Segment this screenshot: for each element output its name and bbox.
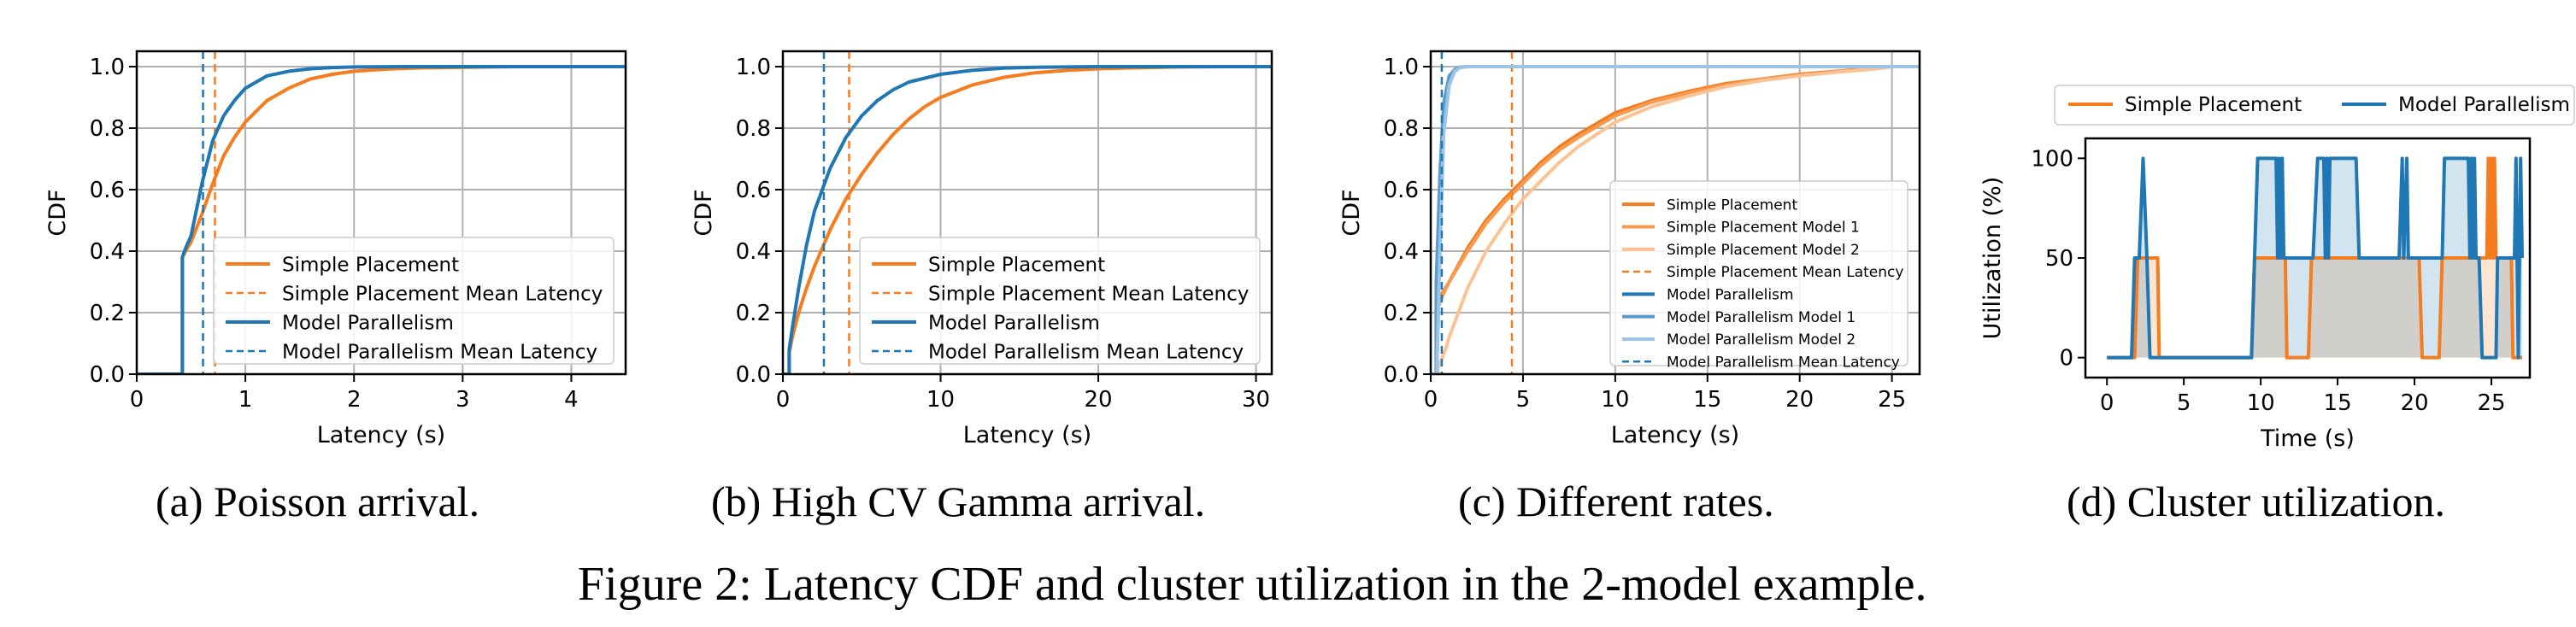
series-model-parallelism (783, 65, 1272, 374)
xtick-label-5: 25 (1878, 387, 1906, 413)
legend-frame (2054, 85, 2575, 126)
legend-label-model-parallelism-mean-latency: Model Parallelism Mean Latency (1667, 354, 1900, 371)
legend-label-model-parallelism-model-1: Model Parallelism Model 1 (1667, 309, 1856, 326)
ytick-label-3: 0.6 (1384, 178, 1419, 203)
subplot-caption-d: (d) Cluster utilization. (2067, 478, 2445, 525)
ytick-label-1: 0.2 (90, 301, 125, 326)
xtick-label-2: 2 (347, 387, 362, 413)
legend-label-model-parallelism: Model Parallelism (282, 312, 454, 334)
plot-area-c (1431, 51, 1920, 374)
xtick-label-1: 10 (926, 387, 955, 413)
y-axis-label-a: CDF (44, 189, 71, 236)
ytick-label-0: 0.0 (90, 362, 125, 388)
legend-label-simple-placement-model-1: Simple Placement Model 1 (1667, 220, 1860, 237)
legend-frame (1609, 180, 1908, 366)
xtick-label-2: 10 (2247, 390, 2275, 416)
legend-frame (213, 237, 615, 365)
ytick-label-2: 100 (2031, 146, 2073, 172)
figure-caption: Figure 2: Latency CDF and cluster utiliz… (578, 558, 1927, 611)
ytick-label-3: 0.6 (736, 178, 771, 203)
ytick-label-4: 0.8 (90, 116, 125, 142)
legend-label-simple-placement: Simple Placement (1667, 196, 1797, 214)
xtick-label-3: 30 (1242, 387, 1270, 413)
legend-label-simple-placement: Simple Placement (2125, 94, 2302, 116)
subplot-c: 0 5 10 15 20 25 0.0 0.2 0.4 0.6 0.8 1.0 Latency (s) C… (1338, 50, 1921, 448)
legend-label-simple-placement-mean-latency: Simple Placement Mean Latency (928, 283, 1249, 305)
subplot-caption-c: (c) Different rates. (1458, 478, 1774, 525)
series-simple-placement (783, 65, 1272, 374)
series-simple-placement-model-2 (1431, 65, 1920, 374)
subplot-caption-b: (b) High CV Gamma arrival. (711, 478, 1206, 525)
ytick-label-5: 1.0 (90, 55, 125, 80)
x-axis-label-b: Latency (s) (963, 422, 1091, 448)
xtick-label-3: 3 (456, 387, 470, 413)
xtick-label-5: 25 (2477, 390, 2505, 416)
legend-label-model-parallelism: Model Parallelism (928, 312, 1100, 334)
y-axis-label-c: CDF (1338, 189, 1365, 236)
xtick-label-0: 0 (1424, 387, 1438, 413)
x-axis-label-c: Latency (s) (1611, 422, 1739, 448)
subplot-caption-a: (a) Poisson arrival. (156, 478, 480, 525)
legend-label-simple-placement-mean-latency: Simple Placement Mean Latency (282, 283, 603, 305)
ytick-label-1: 0.2 (1384, 301, 1419, 326)
axes-frame-a (135, 50, 627, 376)
legend-a: Simple Placement Simple Placement Mean La… (213, 237, 615, 365)
plot-area-b (783, 51, 1272, 374)
ytick-label-2: 0.4 (736, 239, 771, 265)
x-axis-label-a: Latency (s) (317, 422, 445, 448)
ytick-label-5: 1.0 (736, 55, 771, 80)
xtick-label-1: 1 (238, 387, 253, 413)
legend-label-simple-placement: Simple Placement (282, 254, 459, 276)
legend-b: Simple Placement Simple Placement Mean La… (859, 237, 1261, 365)
ytick-label-0: 0.0 (736, 362, 771, 388)
ytick-label-2: 0.4 (90, 239, 125, 265)
xtick-label-3: 15 (2324, 390, 2352, 416)
axes-frame-c (1429, 50, 1921, 376)
xtick-label-1: 5 (1516, 387, 1531, 413)
xtick-label-4: 20 (1785, 387, 1814, 413)
xtick-label-4: 20 (2401, 390, 2429, 416)
legend-c: Simple Placement Simple Placement Model 1… (1609, 180, 1908, 371)
y-axis-label-b: CDF (691, 189, 717, 236)
ytick-label-4: 0.8 (736, 116, 771, 142)
legend-label-model-parallelism: Model Parallelism (1667, 286, 1794, 303)
legend-label-model-parallelism-mean-latency: Model Parallelism Mean Latency (928, 341, 1244, 363)
xtick-label-4: 4 (564, 387, 579, 413)
y-axis-label-d: Utilization (%) (1979, 177, 2006, 340)
legend-label-simple-placement: Simple Placement (928, 254, 1105, 276)
series-model-parallelism (137, 65, 626, 374)
ytick-label-0: 0.0 (1384, 362, 1419, 388)
legend-frame (859, 237, 1261, 365)
axes-frame-b (781, 50, 1273, 376)
subplot-b: 0 10 20 30 0.0 0.2 0.4 0.6 0.8 1.0 Latency (s) CDF S… (691, 50, 1273, 448)
xtick-label-0: 0 (2100, 390, 2114, 416)
legend-label-simple-placement-mean-latency: Simple Placement Mean Latency (1667, 264, 1903, 281)
ytick-label-4: 0.8 (1384, 116, 1419, 142)
series-model-parallelism-model-2 (1431, 65, 1920, 374)
x-axis-label-d: Time (s) (2260, 425, 2355, 452)
legend-label-model-parallelism: Model Parallelism (2398, 94, 2570, 116)
xtick-label-0: 0 (130, 387, 144, 413)
xtick-label-2: 20 (1084, 387, 1112, 413)
plot-area-d (2107, 156, 2525, 360)
ytick-label-5: 1.0 (1384, 55, 1419, 80)
xtick-label-2: 10 (1601, 387, 1629, 413)
legend-d: Simple Placement Model Parallelism (2054, 85, 2575, 126)
ytick-label-0: 0 (2059, 346, 2073, 372)
ytick-label-1: 50 (2045, 246, 2073, 272)
legend-label-model-parallelism-mean-latency: Model Parallelism Mean Latency (282, 341, 597, 363)
subplot-d: 0 5 10 15 20 25 0 50 100 Time (s) Utilization (%) S… (1979, 85, 2575, 452)
ytick-label-2: 0.4 (1384, 239, 1419, 265)
series-model-parallelism (2107, 156, 2525, 360)
ytick-label-1: 0.2 (736, 301, 771, 326)
ytick-label-3: 0.6 (90, 178, 125, 203)
xtick-label-3: 15 (1693, 387, 1721, 413)
xtick-label-0: 0 (776, 387, 791, 413)
subplot-a: 0 1 2 3 4 0.0 0.2 0.4 0.6 0.8 1.0 Latency (s) CDF Sim… (44, 50, 627, 448)
xtick-label-1: 5 (2177, 390, 2191, 416)
legend-label-model-parallelism-model-2: Model Parallelism Model 2 (1667, 331, 1856, 349)
legend-label-simple-placement-model-2: Simple Placement Model 2 (1667, 242, 1860, 259)
